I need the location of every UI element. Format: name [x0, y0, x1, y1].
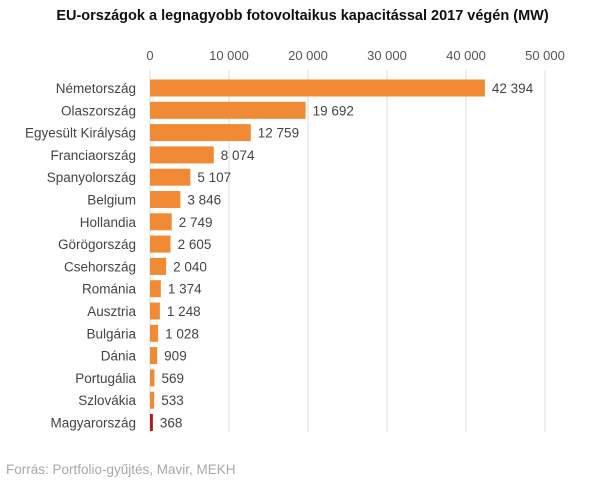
- data-label: 909: [164, 349, 187, 364]
- bar: [150, 101, 306, 119]
- bar: [150, 347, 158, 365]
- bar: [150, 280, 161, 298]
- category-label: Egyesült Királyság: [25, 126, 136, 141]
- category-label: Görögország: [58, 237, 136, 252]
- data-label: 2 605: [178, 237, 212, 252]
- bar: [150, 369, 155, 387]
- category-label: Hollandia: [80, 215, 137, 230]
- category-label: Szlovákia: [78, 393, 136, 408]
- bar: [150, 391, 155, 409]
- x-tick-label: 40 000: [446, 48, 486, 63]
- bar: [150, 191, 181, 208]
- source-note: Forrás: Portfolio-gyűjtés, Mavir, MEKH: [6, 462, 236, 477]
- data-label: 569: [161, 371, 184, 386]
- bar: [150, 146, 214, 164]
- category-label: Bulgária: [86, 326, 136, 341]
- chart-title: EU-országok a legnagyobb fotovoltaikus k…: [56, 8, 549, 24]
- x-tick-label: 10 000: [209, 48, 249, 63]
- data-label: 19 692: [313, 103, 354, 118]
- data-label: 368: [160, 416, 183, 431]
- category-label: Dánia: [101, 349, 137, 364]
- data-label: 1 028: [165, 326, 199, 341]
- x-tick-label: 50 000: [525, 48, 565, 63]
- bar: [150, 235, 171, 253]
- data-label: 3 846: [187, 193, 221, 208]
- data-label: 12 759: [258, 126, 299, 141]
- category-label: Románia: [82, 282, 137, 297]
- data-label: 42 394: [492, 81, 534, 96]
- bar: [150, 257, 167, 275]
- bar: [150, 213, 172, 231]
- data-label: 8 074: [221, 148, 255, 163]
- bar: [150, 124, 251, 142]
- category-label: Olaszország: [61, 103, 136, 118]
- x-tick-label: 20 000: [288, 48, 328, 63]
- bar: [150, 414, 153, 431]
- bar: [150, 79, 485, 97]
- category-label: Németország: [56, 81, 136, 96]
- data-label: 2 040: [173, 259, 207, 274]
- category-label: Csehország: [64, 259, 136, 274]
- x-tick-label: 0: [146, 48, 153, 63]
- category-label: Portugália: [75, 371, 136, 386]
- category-label: Belgium: [87, 193, 136, 208]
- category-label: Magyarország: [50, 416, 136, 431]
- category-label: Spanyolország: [47, 170, 136, 185]
- category-label: Ausztria: [87, 304, 136, 319]
- data-label: 1 374: [168, 282, 202, 297]
- data-label: 2 749: [179, 215, 213, 230]
- data-label: 5 107: [197, 170, 231, 185]
- bar: [150, 302, 160, 320]
- data-label: 1 248: [167, 304, 201, 319]
- x-tick-label: 30 000: [367, 48, 407, 63]
- bar: [150, 324, 159, 342]
- category-label: Franciaország: [50, 148, 136, 163]
- bar: [150, 168, 191, 186]
- data-label: 533: [161, 393, 184, 408]
